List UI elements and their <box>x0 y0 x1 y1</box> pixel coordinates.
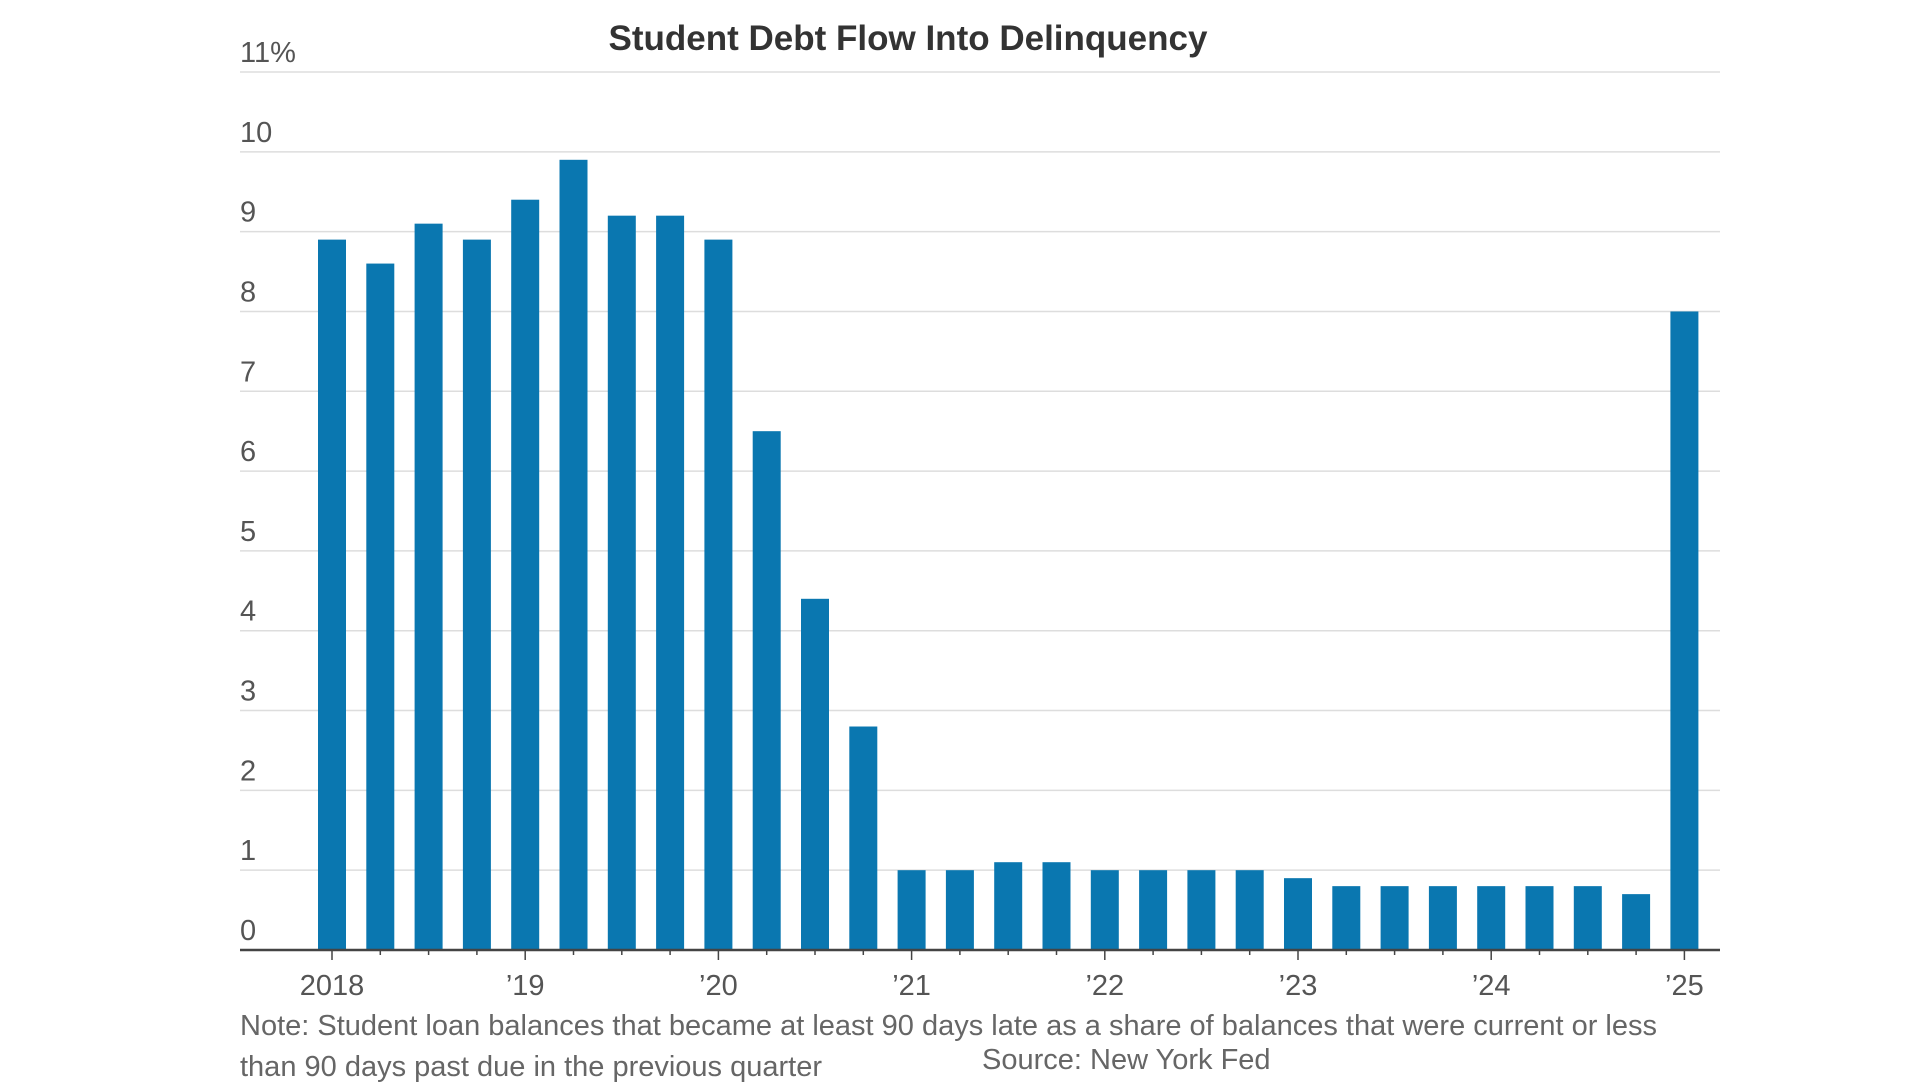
gridlines <box>240 71 1720 871</box>
x-tick-label: 2018 <box>300 970 365 1002</box>
bar <box>897 870 926 950</box>
bar <box>366 263 395 951</box>
bar <box>849 726 878 950</box>
bar <box>1042 862 1071 950</box>
bar <box>1380 886 1409 950</box>
bar <box>1332 886 1361 950</box>
bar <box>318 239 346 951</box>
bar <box>414 223 443 950</box>
bar <box>559 159 588 951</box>
chart-note: Note: Student loan balances that became … <box>240 1010 1658 1083</box>
chart-title: Student Debt Flow Into Delinquency <box>609 19 1208 58</box>
bar <box>1090 870 1119 950</box>
bar <box>801 598 829 950</box>
x-tick-label: ’22 <box>1085 970 1124 1002</box>
x-tick-label: ’20 <box>699 970 738 1002</box>
y-tick-label: 0 <box>240 915 256 947</box>
chart-source: Source: New York Fed <box>982 1044 1271 1076</box>
bar <box>511 199 540 950</box>
y-tick-label: 7 <box>240 356 256 388</box>
bar <box>945 870 974 950</box>
bar <box>1525 886 1554 950</box>
y-tick-label: 8 <box>240 276 256 308</box>
y-tick-label: 6 <box>240 436 256 468</box>
bar <box>1477 886 1506 950</box>
x-tick-label: ’23 <box>1279 970 1318 1002</box>
bar <box>1139 870 1168 950</box>
bars <box>318 159 1699 951</box>
bar <box>1187 870 1216 950</box>
bar <box>752 431 781 950</box>
y-tick-label: 4 <box>240 596 256 628</box>
y-tick-label: 5 <box>240 516 256 548</box>
bar <box>1573 886 1602 950</box>
axes <box>240 948 1720 960</box>
y-tick-label: 3 <box>240 676 256 708</box>
x-tick-label: ’21 <box>892 970 931 1002</box>
bar <box>1622 894 1651 950</box>
bar <box>656 215 685 950</box>
bar <box>1235 870 1264 950</box>
bar <box>1670 311 1699 950</box>
bar <box>994 862 1023 950</box>
bar <box>1428 886 1457 950</box>
bar <box>1284 878 1312 950</box>
y-tick-label: 10 <box>240 117 272 149</box>
x-tick-label: ’25 <box>1665 970 1704 1002</box>
y-tick-label: 2 <box>240 755 256 787</box>
x-tick-label: ’24 <box>1472 970 1511 1002</box>
bar <box>704 239 733 951</box>
bar <box>607 215 636 950</box>
bar <box>462 239 491 951</box>
y-tick-label: 1 <box>240 835 256 867</box>
tick-labels: 0 1 2 3 4 5 6 7 8 9 10 11% 2018 ’19 ’20 ’21 ’22 ’23 ’24 ’25 <box>240 37 1704 1002</box>
y-tick-label: 11% <box>240 37 296 69</box>
x-tick-label: ’19 <box>506 970 545 1002</box>
y-tick-label: 9 <box>240 197 256 229</box>
